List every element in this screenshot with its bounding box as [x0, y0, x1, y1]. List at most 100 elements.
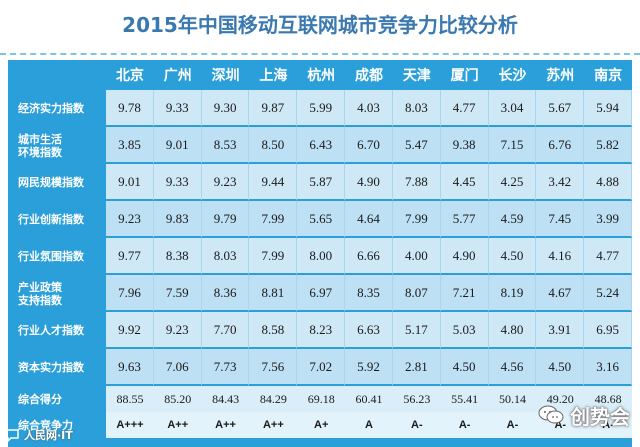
table-cell: 4.59 — [488, 201, 537, 238]
table-cell: 6.43 — [297, 127, 346, 164]
row-label-line: 环境指数 — [18, 145, 62, 159]
table-cell: 4.77 — [440, 90, 489, 127]
table-cell: 7.21 — [440, 275, 489, 312]
table-cell: 8.53 — [201, 127, 250, 164]
table-cell: 8.23 — [297, 312, 346, 349]
header-corner — [8, 60, 107, 90]
table-cell: 7.99 — [392, 201, 441, 238]
wechat-icon — [538, 405, 564, 424]
row-label: 资本实力指数 — [8, 349, 106, 386]
table-cell: 5.17 — [392, 312, 441, 349]
row-label-line: 行业氛围指数 — [18, 250, 84, 263]
table-cell: 5.77 — [440, 201, 489, 238]
header-city: 苏州 — [546, 67, 575, 83]
table-cell: 5.82 — [584, 127, 632, 164]
table-cell: 9.01 — [153, 127, 202, 164]
table-body: 经济实力指数 9.78 9.33 9.30 9.87 5.99 4.03 8.03 4.77 3.… — [8, 90, 632, 438]
table-cell: 6.97 — [297, 275, 346, 312]
grade-row-cell: A++ — [201, 412, 250, 438]
watermark: 创势会 — [538, 400, 630, 430]
table-cell: 9.77 — [106, 238, 154, 275]
grade-row-cell: A- — [392, 412, 441, 438]
table-cell: 3.99 — [584, 201, 632, 238]
row-label-line: 行业创新指数 — [18, 213, 84, 226]
table-cell: 5.87 — [297, 164, 346, 201]
table-cell: 8.00 — [297, 238, 346, 275]
row-label-line: 支持指数 — [18, 293, 62, 307]
table-cell: 8.81 — [249, 275, 298, 312]
table-cell: 7.06 — [153, 349, 202, 386]
table-cell: 9.38 — [440, 127, 489, 164]
table-cell: 7.02 — [297, 349, 346, 386]
header-city: 北京 — [115, 67, 144, 83]
summary-row-cell: 48.68 — [584, 386, 632, 412]
table-cell: 2.81 — [392, 349, 441, 386]
row-label-line: 经济实力指数 — [18, 102, 84, 115]
grade-row-cell: A++ — [249, 412, 298, 438]
table-cell: 9.83 — [153, 201, 202, 238]
speech-bubble-icon — [5, 429, 19, 442]
table-cell: 3.42 — [536, 164, 585, 201]
grade-row-cell: A+++ — [106, 412, 154, 438]
table-cell: 9.33 — [153, 164, 202, 201]
table-cell: 5.03 — [440, 312, 489, 349]
header-city: 长沙 — [498, 67, 527, 83]
table-cell: 4.50 — [536, 349, 585, 386]
table-row: 资本实力指数 9.63 7.06 7.73 7.56 7.02 5.92 2.81 4.50 4.… — [8, 349, 632, 386]
table-cell: 3.16 — [584, 349, 632, 386]
table-cell: 9.63 — [106, 349, 154, 386]
table-cell: 5.94 — [584, 90, 632, 127]
summary-row-cell: 85.20 — [153, 386, 202, 412]
corner-logo-text: 人民网·IT — [24, 429, 73, 442]
grade-row-cell: A- — [488, 412, 537, 438]
table-cell: 3.91 — [536, 312, 585, 349]
title-divider — [0, 53, 640, 55]
table-cell: 4.03 — [345, 90, 393, 127]
table-cell: 6.76 — [536, 127, 585, 164]
table-cell: 9.78 — [106, 90, 154, 127]
table-cell: 9.33 — [153, 90, 202, 127]
summary-row-cell: 56.23 — [392, 386, 441, 412]
summary-row-cell: 69.18 — [297, 386, 346, 412]
table-cell: 7.15 — [488, 127, 537, 164]
summary-row-cell: 88.55 — [106, 386, 154, 412]
table-row: 行业人才指数 9.92 9.23 7.70 8.58 8.23 6.63 5.17 5.03 4.… — [8, 312, 632, 349]
table-cell: 4.80 — [488, 312, 537, 349]
row-label: 经济实力指数 — [8, 90, 106, 127]
table-cell: 5.67 — [536, 90, 585, 127]
summary-row-cell: 55.41 — [440, 386, 489, 412]
header-city: 成都 — [355, 67, 383, 83]
table-cell: 8.36 — [201, 275, 250, 312]
summary-row-cell: 84.43 — [201, 386, 250, 412]
table-cell: 4.16 — [536, 238, 585, 275]
row-label-line: 网民规模指数 — [18, 176, 84, 189]
comparison-table: 北京 广州 深圳 上海 杭州 成都 天津 厦门 长沙 苏州 南京 经济实力指数 9.78 9.33 9.3… — [8, 60, 632, 438]
header-row: 北京 广州 深圳 上海 杭州 成都 天津 厦门 长沙 苏州 南京 — [8, 60, 632, 90]
table-cell: 5.92 — [345, 349, 393, 386]
header-city: 上海 — [259, 67, 288, 83]
table-row: 城市生活 环境指数 3.85 9.01 8.53 8.50 6.43 6.70 5.47 9.38… — [8, 127, 632, 164]
table-cell: 6.66 — [345, 238, 393, 275]
table-cell: 9.92 — [106, 312, 154, 349]
table-cell: 6.95 — [584, 312, 632, 349]
table-cell: 7.99 — [249, 238, 298, 275]
table-cell: 7.45 — [536, 201, 585, 238]
table-cell: 4.56 — [488, 349, 537, 386]
table-cell: 8.19 — [488, 275, 537, 312]
table-cell: 9.30 — [201, 90, 250, 127]
table-cell: 6.70 — [345, 127, 393, 164]
table-cell: 4.50 — [440, 349, 489, 386]
table-cell: 5.47 — [392, 127, 441, 164]
grade-row: 综合竞争力 A+++ A++ A++ A++ A+ A A- A- A- A- A- — [8, 412, 632, 438]
corner-logo: 人民网·IT — [4, 426, 73, 444]
header-city: 厦门 — [450, 67, 479, 83]
table-cell: 4.90 — [345, 164, 393, 201]
table-row: 经济实力指数 9.78 9.33 9.30 9.87 5.99 4.03 8.03 4.77 3.… — [8, 90, 632, 127]
table-cell: 7.88 — [392, 164, 441, 201]
header-city: 天津 — [402, 67, 431, 83]
table-cell: 9.01 — [106, 164, 154, 201]
table-cell: 4.88 — [584, 164, 632, 201]
table-cell: 3.04 — [488, 90, 537, 127]
page-title: 2015年中国移动互联网城市竞争力比较分析 — [122, 13, 518, 37]
table-cell: 4.64 — [345, 201, 393, 238]
